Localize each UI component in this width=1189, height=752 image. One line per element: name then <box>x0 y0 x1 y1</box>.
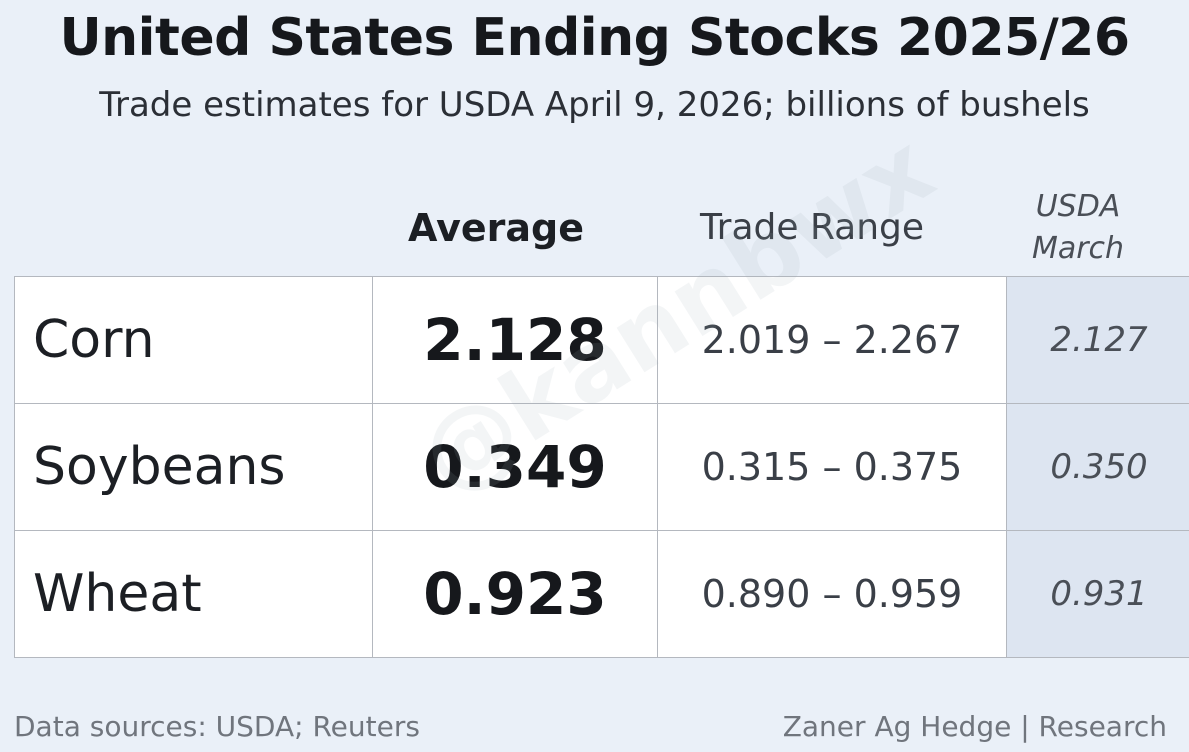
column-header-usda-march: USDA March <box>986 186 1170 270</box>
credit-note: Zaner Ag Hedge | Research <box>782 710 1167 743</box>
usda-march-corn: 2.127 <box>1006 276 1189 404</box>
average-value-wheat: 0.923 <box>372 530 658 658</box>
trade-range-corn: 2.019 – 2.267 <box>657 276 1007 404</box>
average-value-corn: 2.128 <box>372 276 658 404</box>
usda-march-soybeans: 0.350 <box>1006 403 1189 531</box>
row-label-corn: Corn <box>14 276 373 404</box>
page-title: United States Ending Stocks 2025/26 <box>59 8 1130 68</box>
row-label-wheat: Wheat <box>14 530 373 658</box>
data-sources-note: Data sources: USDA; Reuters <box>14 710 420 743</box>
usda-march-wheat: 0.931 <box>1006 530 1189 658</box>
page-subtitle: Trade estimates for USDA April 9, 2026; … <box>99 85 1090 125</box>
table-row-wheat: Wheat 0.923 0.890 – 0.959 0.931 <box>14 530 1189 658</box>
column-header-trade-range: Trade Range <box>699 207 925 248</box>
column-header-usda-line2: March <box>1031 231 1125 266</box>
table-row-corn: Corn 2.128 2.019 – 2.267 2.127 <box>14 276 1189 404</box>
trade-range-soybeans: 0.315 – 0.375 <box>657 403 1007 531</box>
column-header-usda-line1: USDA <box>1035 189 1121 224</box>
table-row-soybeans: Soybeans 0.349 0.315 – 0.375 0.350 <box>14 403 1189 531</box>
average-value-soybeans: 0.349 <box>372 403 658 531</box>
ending-stocks-table: Corn 2.128 2.019 – 2.267 2.127 Soybeans … <box>14 276 1189 658</box>
row-label-soybeans: Soybeans <box>14 403 373 531</box>
trade-range-wheat: 0.890 – 0.959 <box>657 530 1007 658</box>
column-header-average: Average <box>408 206 584 250</box>
